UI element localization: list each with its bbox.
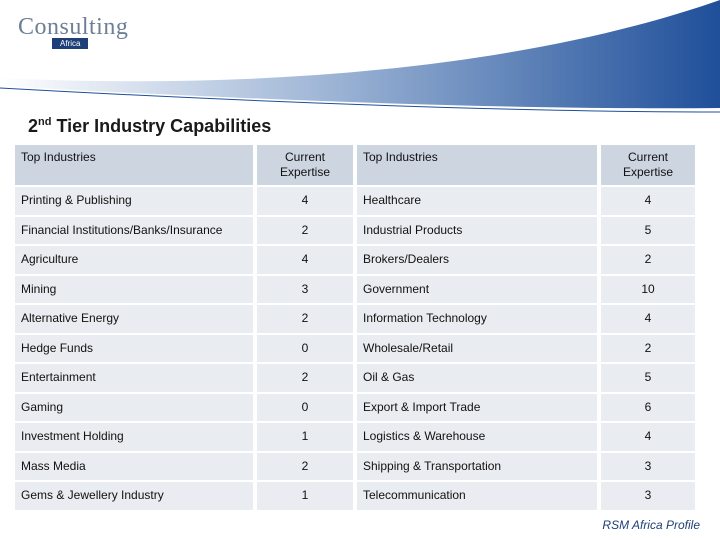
- industry-cell: Entertainment: [15, 364, 253, 392]
- expertise-cell: 2: [601, 334, 695, 362]
- industry-cell: Logistics & Warehouse: [357, 423, 597, 451]
- footer: RSM Africa Profile: [602, 518, 700, 532]
- industry-cell: Investment Holding: [15, 423, 253, 451]
- expertise-cell: 10: [601, 275, 695, 303]
- industry-cell: Government: [357, 275, 597, 303]
- expertise-cell: 5: [601, 216, 695, 244]
- expertise-cell: 2: [257, 305, 353, 333]
- expertise-cell: 4: [601, 423, 695, 451]
- title-suffix: nd: [38, 116, 52, 128]
- title-text: Tier Industry Capabilities: [56, 116, 272, 136]
- expertise-cell: 3: [601, 482, 695, 510]
- industry-cell: Alternative Energy: [15, 305, 253, 333]
- title-number: 2: [28, 116, 39, 136]
- industry-cell: Shipping & Transportation: [357, 452, 597, 480]
- expertise-cell: 3: [601, 452, 695, 480]
- logo-sub: Africa: [52, 38, 89, 49]
- logo-name: Consulting: [18, 14, 129, 40]
- industry-cell: Mass Media: [15, 452, 253, 480]
- industry-cell: Export & Import Trade: [357, 393, 597, 421]
- industry-cell: Hedge Funds: [15, 334, 253, 362]
- industry-cell: Printing & Publishing: [15, 187, 253, 215]
- industry-cell: Information Technology: [357, 305, 597, 333]
- expertise-cell: 1: [257, 482, 353, 510]
- header-swoosh: [0, 0, 720, 113]
- industry-cell: Oil & Gas: [357, 364, 597, 392]
- industry-cell: Healthcare: [357, 187, 597, 215]
- expertise-cell: 6: [601, 393, 695, 421]
- expertise-cell: 4: [257, 246, 353, 274]
- header-cell: Current Expertise: [257, 145, 353, 185]
- industry-cell: Agriculture: [15, 246, 253, 274]
- header-cell: Top Industries: [15, 145, 253, 185]
- industry-cell: Gaming: [15, 393, 253, 421]
- industry-cell: Mining: [15, 275, 253, 303]
- industry-cell: Industrial Products: [357, 216, 597, 244]
- expertise-cell: 0: [257, 334, 353, 362]
- industry-cell: Gems & Jewellery Industry: [15, 482, 253, 510]
- industry-cell: Wholesale/Retail: [357, 334, 597, 362]
- industry-cell: Brokers/Dealers: [357, 246, 597, 274]
- expertise-cell: 2: [257, 364, 353, 392]
- expertise-cell: 2: [257, 452, 353, 480]
- header-cell: Current Expertise: [601, 145, 695, 185]
- expertise-cell: 4: [601, 187, 695, 215]
- expertise-cell: 1: [257, 423, 353, 451]
- expertise-cell: 2: [257, 216, 353, 244]
- industry-cell: Financial Institutions/Banks/Insurance: [15, 216, 253, 244]
- header-cell: Top Industries: [357, 145, 597, 185]
- expertise-cell: 5: [601, 364, 695, 392]
- expertise-cell: 4: [601, 305, 695, 333]
- slide-title: 2nd Tier Industry Capabilities: [28, 116, 271, 137]
- expertise-cell: 0: [257, 393, 353, 421]
- expertise-cell: 3: [257, 275, 353, 303]
- expertise-cell: 2: [601, 246, 695, 274]
- expertise-cell: 4: [257, 187, 353, 215]
- capabilities-table: Top Industries Current Expertise Top Indus…: [15, 145, 695, 510]
- industry-cell: Telecommunication: [357, 482, 597, 510]
